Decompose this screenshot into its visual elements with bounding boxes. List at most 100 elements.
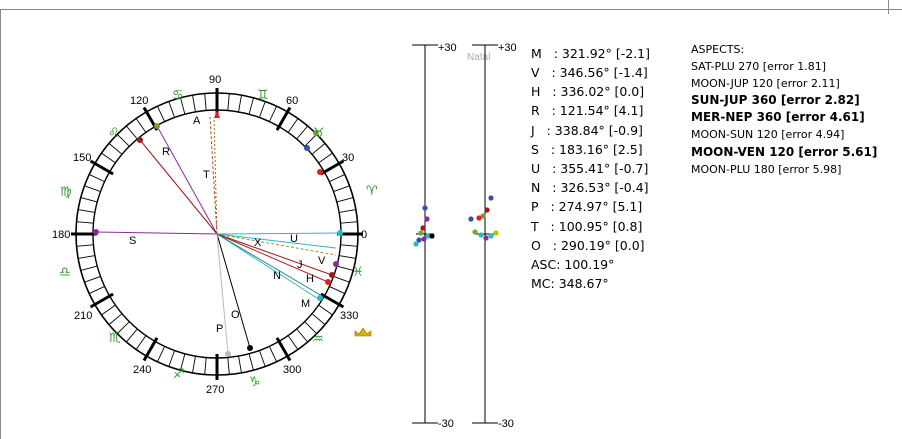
window-left-edge — [0, 9, 1, 439]
degree-tick — [333, 275, 350, 283]
aspect-lines — [95, 116, 341, 355]
degree-tick — [180, 353, 186, 371]
deg-label-240: 240 — [133, 364, 151, 376]
deg-label-210: 210 — [74, 310, 92, 322]
aspect-row: MOON-SUN 120 [error 4.94] — [691, 128, 845, 142]
degree-tick — [238, 95, 242, 112]
planet-dot — [317, 295, 323, 301]
aspect-line — [213, 117, 218, 235]
degree-tick — [340, 244, 358, 247]
degree-tick — [168, 350, 176, 367]
position-row-s: S : 183.16° [2.5] — [531, 142, 643, 157]
scale-dot — [476, 215, 482, 221]
scale-dot — [483, 235, 489, 241]
planet-letter-t: T — [203, 169, 210, 181]
degree-tick — [108, 313, 123, 325]
planet-dot — [225, 351, 231, 357]
planet-letter-n: N — [273, 270, 281, 282]
degree-tick — [84, 275, 101, 283]
planet-dot — [317, 169, 323, 175]
degree-tick — [157, 346, 166, 362]
aspect-line — [216, 233, 251, 349]
position-row-o: O : 290.19° [0.0] — [531, 238, 645, 253]
scale-bottom-label-left: -30 — [438, 418, 454, 430]
degree-tick — [78, 209, 95, 213]
degree-tick — [329, 285, 345, 294]
degree-tick — [296, 328, 308, 343]
degree-tick — [318, 304, 333, 316]
position-row-r: R : 121.54° [4.1] — [531, 103, 644, 118]
deg-label-0: 0 — [361, 229, 367, 241]
scale-dots — [413, 195, 499, 247]
planet-dot — [304, 145, 310, 151]
scale-dot — [416, 237, 422, 243]
mc-marker-icon — [214, 110, 220, 118]
major-degree-tick — [89, 292, 114, 309]
degree-tick — [296, 125, 308, 140]
aspect-line — [216, 232, 341, 235]
window-top-edge — [0, 0, 902, 10]
planet-dot — [247, 345, 253, 351]
taurus-glyph-icon: ♉ — [313, 126, 325, 141]
aspect-row: MOON-JUP 120 [error 2.11] — [691, 77, 840, 91]
aspect-line — [216, 233, 333, 276]
major-degree-tick — [275, 106, 292, 131]
planet-dot — [325, 279, 331, 285]
position-row-v: V : 346.56° [-1.4] — [531, 65, 648, 80]
sagittarius-glyph-icon: ♐ — [173, 367, 185, 382]
degree-tick — [287, 118, 299, 133]
degree-tick — [80, 197, 98, 203]
degree-tick — [168, 101, 176, 118]
planet-dots — [93, 123, 343, 357]
scale-dot — [418, 230, 424, 236]
deg-label-270: 270 — [206, 384, 224, 396]
deg-label-60: 60 — [286, 95, 298, 107]
planet-letter-m: M — [301, 298, 310, 310]
degree-tick — [287, 335, 299, 350]
scale-dot — [488, 233, 494, 239]
position-row-n: N : 326.53° [-0.4] — [531, 180, 649, 195]
position-row-u: U : 355.41° [-0.7] — [531, 161, 649, 176]
degree-tick — [89, 174, 105, 183]
leo-glyph-icon: ♋ — [172, 88, 184, 103]
degree-tick — [268, 346, 277, 362]
degree-tick — [227, 93, 230, 111]
degree-tick — [84, 185, 101, 193]
zodiac-glyphs: ♋ ♊ ♉ ♈ ♓ ♒ ♑ ♐ ♏ ♎ ♍ ♌ — [59, 88, 378, 390]
degree-tick — [116, 321, 130, 335]
degree-tick — [248, 97, 254, 115]
aspect-row: SAT-PLU 270 [error 1.81] — [691, 60, 826, 74]
planet-dot — [154, 123, 160, 129]
planet-letter-o: O — [231, 309, 240, 321]
scale-dot — [422, 205, 428, 211]
planet-letter-r: R — [162, 146, 170, 158]
degree-tick — [192, 95, 196, 112]
planet-letter-s: S — [129, 235, 136, 247]
planet-letter-u: U — [290, 233, 298, 245]
degree-tick — [238, 356, 242, 373]
degree-tick — [108, 143, 123, 155]
position-row-h: H : 336.02° [0.0] — [531, 84, 645, 99]
scale-dot — [429, 233, 435, 239]
scale-dot — [478, 232, 484, 238]
degree-tick — [157, 106, 166, 122]
deg-label-30: 30 — [342, 152, 354, 164]
planet-letter-v: V — [318, 255, 326, 267]
degree-tick — [227, 357, 230, 375]
degree-tick — [339, 255, 356, 259]
planet-dot — [337, 230, 343, 236]
deg-label-300: 300 — [283, 364, 301, 376]
virgo-glyph-icon: ♍ — [60, 185, 72, 200]
aspect-line — [216, 233, 329, 283]
deg-label-90: 90 — [209, 74, 221, 86]
degree-tick — [192, 356, 196, 373]
natal-scales: Natal +30 +30 -30 -30 — [412, 42, 517, 430]
crown-icon — [354, 327, 372, 337]
deg-label-150: 150 — [73, 152, 91, 164]
degree-tick — [248, 353, 254, 371]
scale-dot — [424, 216, 430, 222]
scale-dot — [493, 230, 499, 236]
degree-tick — [258, 101, 266, 118]
capricorn-glyph-icon: ♑ — [249, 375, 261, 390]
